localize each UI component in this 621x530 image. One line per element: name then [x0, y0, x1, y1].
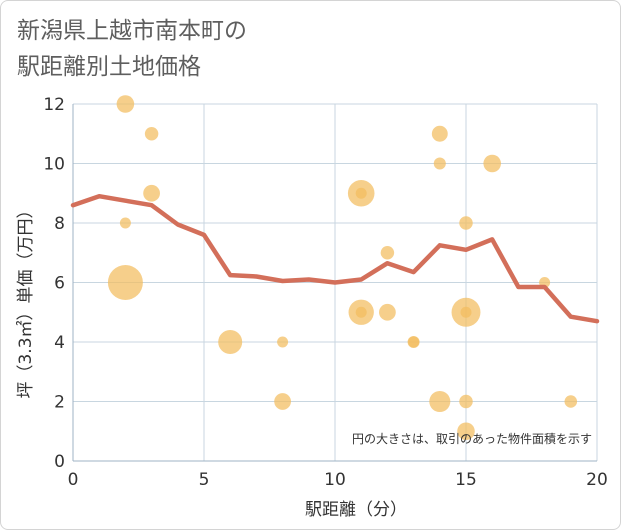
y-axis-label: 坪（3.3㎡）単価（万円） — [16, 201, 36, 398]
y-tick-label: 8 — [54, 214, 65, 234]
x-tick-label: 20 — [586, 470, 608, 490]
y-tick-label: 10 — [43, 155, 65, 175]
bubble-point — [457, 422, 475, 441]
bubble-point — [408, 336, 420, 348]
bubble-point — [380, 246, 395, 260]
bubble-point — [143, 184, 160, 202]
bubble-point — [429, 390, 451, 413]
y-tick-label: 0 — [54, 452, 65, 472]
y-tick-label: 4 — [54, 333, 65, 353]
x-tick-label: 5 — [199, 470, 210, 490]
chart-title-line1: 新潟県上越市南本町の — [17, 18, 247, 44]
chart-title-line2: 駅距離別土地価格 — [17, 54, 201, 80]
x-axis-label: 駅距離（分） — [305, 500, 407, 520]
bubble-point — [107, 265, 143, 300]
bubble-point — [355, 187, 367, 199]
y-tick-label: 12 — [43, 95, 65, 115]
x-tick-label: 10 — [324, 470, 346, 490]
bubble-point — [564, 395, 578, 408]
bubble-point — [379, 303, 396, 321]
y-tick-label: 2 — [54, 393, 65, 413]
bubble-point — [433, 157, 446, 170]
bubble-point — [460, 306, 472, 318]
bubble-point — [218, 330, 243, 354]
bubble-point — [274, 393, 291, 410]
bubble-point — [431, 125, 448, 142]
bubble-point — [144, 127, 159, 141]
x-tick-label: 0 — [68, 470, 79, 490]
bubble-point — [116, 95, 135, 113]
y-tick-label: 6 — [54, 274, 65, 294]
average-price-line — [70, 193, 600, 324]
bubble-size-note: 円の大きさは、取引のあった物件面積を示す — [352, 431, 592, 446]
bubble-point — [459, 216, 473, 230]
bubble-point — [459, 394, 473, 409]
bubble-point — [277, 336, 289, 348]
bubble-point — [119, 217, 131, 229]
x-tick-label: 15 — [455, 470, 477, 490]
bubble-point — [355, 306, 367, 318]
bubble-point — [483, 154, 501, 173]
chart-title: 新潟県上越市南本町の 駅距離別土地価格 — [17, 13, 247, 85]
